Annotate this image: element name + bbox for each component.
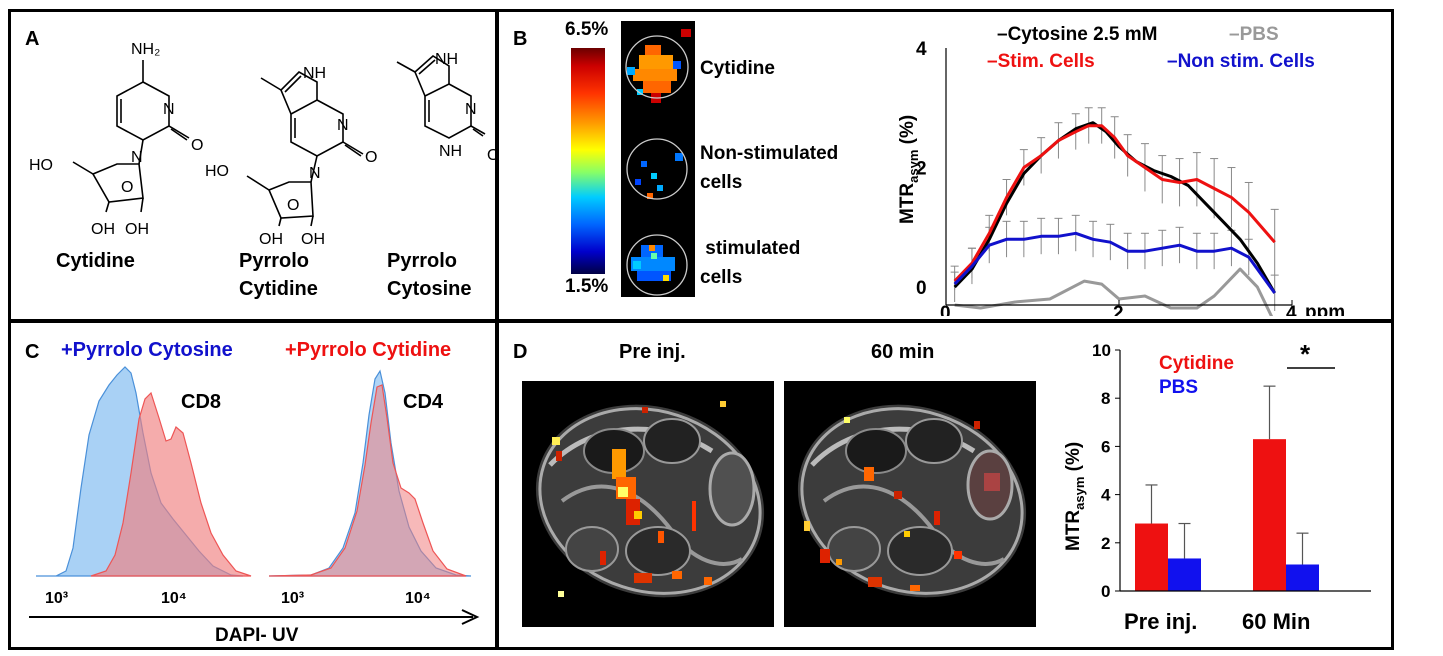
- label-pyrrolo-cytidine-2: Cytidine: [239, 278, 318, 300]
- svg-text:NH: NH: [303, 65, 326, 82]
- cd8-title: CD8: [181, 391, 221, 413]
- x-axis-label: DAPI- UV: [215, 625, 299, 646]
- legend-pbs: –PBS: [1229, 24, 1279, 45]
- svg-text:OH: OH: [91, 221, 115, 238]
- legend-pbs: PBS: [1159, 377, 1198, 398]
- svg-text:OH: OH: [301, 231, 325, 248]
- image-label-nonstim-2: cells: [700, 172, 743, 193]
- svg-text:O: O: [287, 197, 299, 214]
- svg-text:O: O: [191, 137, 203, 154]
- cd4-red-hist: [268, 384, 467, 577]
- svg-text:N: N: [465, 101, 477, 118]
- image-label-stim-1: stimulated: [700, 238, 801, 259]
- svg-text:N: N: [309, 165, 321, 182]
- bar-cytidine-60min: [1253, 439, 1286, 591]
- y-tick-label: 4: [1101, 486, 1111, 505]
- colorbar-min: 1.5%: [565, 276, 609, 297]
- panel-b-label: B: [513, 28, 528, 50]
- mri-image-60min: [784, 381, 1036, 627]
- cd4-title: CD4: [403, 391, 444, 413]
- image-label-cytidine: Cytidine: [700, 58, 775, 79]
- svg-text:HO: HO: [205, 163, 229, 180]
- svg-text:OH: OH: [125, 221, 149, 238]
- cest-map-cytidine: [625, 29, 691, 103]
- series-line-non-stim-cells: [953, 231, 1276, 294]
- mtr-line-chart: 0 2 4 0 2 4 –Cytosine 2.5 mM –PBS –Stim. Cell…: [897, 24, 1345, 316]
- mtr-bar-chart: Pre inj. 60 Min 0 2 4 6 8 10 * Cytidine PBS MTR…: [1063, 339, 1371, 634]
- panel-c-label: C: [25, 341, 40, 363]
- image-title-pre: Pre inj.: [619, 341, 686, 363]
- svg-text:N: N: [131, 149, 143, 166]
- legend-nonstim: –Non stim. Cells: [1167, 51, 1315, 72]
- y-tick-label: 10: [1092, 341, 1111, 360]
- flow-histograms: CD8 CD4 10³ 10⁴ 10³ 10⁴ DAPI- UV: [29, 366, 480, 646]
- colorbar: [571, 48, 605, 274]
- panel-c: C +Pyrrolo Cytosine +Pyrrolo Cytidine CD…: [8, 320, 498, 650]
- cd8-tick-1e4: 10⁴: [161, 590, 187, 607]
- x-axis-arrow: [461, 609, 480, 625]
- svg-text:O: O: [487, 147, 495, 164]
- x-tick-label: 4: [1286, 303, 1297, 316]
- bar-cytidine-pre: [1135, 523, 1168, 591]
- cest-map-stimulated: [626, 234, 688, 296]
- cd4-tick-1e4: 10⁴: [405, 590, 431, 607]
- x-tick-label: 2: [1113, 303, 1124, 316]
- histogram-cd8: [36, 366, 252, 577]
- svg-text:O: O: [365, 149, 377, 166]
- label-pyrrolo-cytosine-2: Cytosine: [387, 278, 472, 300]
- svg-text:OH: OH: [259, 231, 283, 248]
- cd8-red-hist: [90, 391, 252, 577]
- bar-pbs-pre: [1168, 558, 1201, 591]
- series-line-pbs: [954, 267, 1274, 316]
- histogram-cd4: [268, 369, 472, 577]
- legend-pyrrolo-cytidine: +Pyrrolo Cytidine: [285, 339, 452, 361]
- series-line-stim-cells: [953, 124, 1276, 283]
- y-tick-label: 8: [1101, 389, 1110, 408]
- y-tick-label: 0: [916, 278, 927, 299]
- panel-d: D Pre inj. 60 min: [496, 320, 1394, 650]
- cest-map-non-stimulated: [626, 138, 688, 200]
- svg-text:HO: HO: [29, 157, 53, 174]
- panel-a: A: [8, 9, 498, 322]
- image-label-stim-2: cells: [700, 267, 743, 288]
- legend-stim: –Stim. Cells: [987, 51, 1095, 72]
- category-label: 60 Min: [1242, 609, 1310, 634]
- panel-b: B 6.5% 1.5%: [496, 9, 1394, 322]
- y-axis-label: MTRasym (%): [897, 115, 921, 224]
- y-axis-label: MTRasym (%): [1063, 442, 1087, 551]
- label-pyrrolo-cytidine-1: Pyrrolo: [239, 250, 310, 272]
- y-tick-label: 2: [916, 159, 927, 180]
- label-pyrrolo-cytosine-1: Pyrrolo: [387, 250, 458, 272]
- y-tick-label: 2: [1101, 534, 1110, 553]
- x-tick-label: 0: [940, 303, 951, 316]
- y-tick-label: 4: [916, 39, 927, 60]
- svg-text:N: N: [163, 101, 175, 118]
- significance-star: *: [1300, 339, 1311, 369]
- x-axis-unit: ppm: [1305, 302, 1345, 316]
- legend-cytosine: –Cytosine 2.5 mM: [997, 24, 1158, 45]
- mri-image-pre: [522, 381, 774, 627]
- y-tick-label: 6: [1101, 437, 1110, 456]
- cest-map-images: [621, 21, 695, 297]
- cytidine-structure: NH₂ N O N O HO OH OH NH N O N O HO OH OH…: [29, 41, 495, 248]
- panel-d-label: D: [513, 341, 528, 363]
- image-label-nonstim-1: Non-stimulated: [700, 143, 839, 164]
- svg-text:NH: NH: [435, 51, 458, 68]
- series-line-cytosine-2-5-mm: [953, 121, 1276, 294]
- svg-text:O: O: [121, 179, 133, 196]
- panel-a-label: A: [25, 28, 40, 50]
- legend-cytidine: Cytidine: [1159, 353, 1234, 374]
- image-title-60min: 60 min: [871, 341, 935, 363]
- colorbar-max: 6.5%: [565, 19, 609, 40]
- svg-text:NH₂: NH₂: [131, 41, 160, 58]
- svg-text:NH: NH: [439, 143, 462, 160]
- label-cytidine: Cytidine: [56, 250, 135, 272]
- svg-text:N: N: [337, 117, 349, 134]
- cd8-tick-1e3: 10³: [45, 590, 68, 607]
- cd4-tick-1e3: 10³: [281, 590, 304, 607]
- y-tick-label: 0: [1101, 582, 1110, 601]
- bar-pbs-60min: [1286, 564, 1319, 591]
- legend-pyrrolo-cytosine: +Pyrrolo Cytosine: [61, 339, 233, 361]
- category-label: Pre inj.: [1124, 609, 1197, 634]
